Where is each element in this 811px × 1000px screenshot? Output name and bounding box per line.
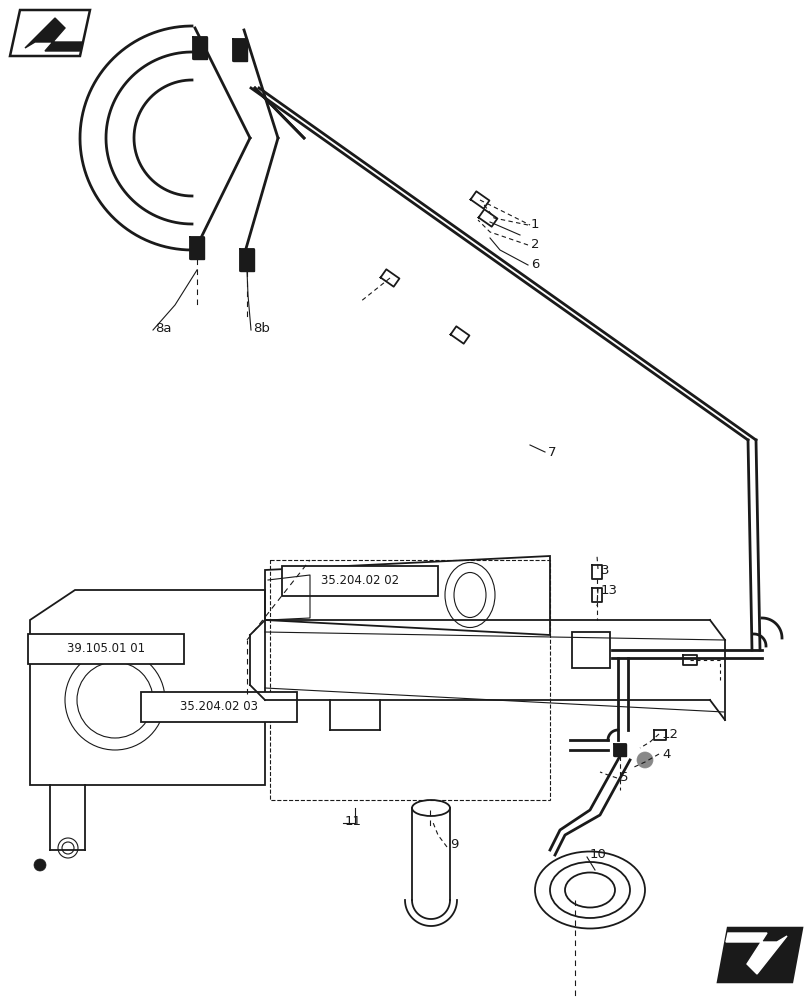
Text: 35.204.02 02: 35.204.02 02 xyxy=(320,574,398,587)
FancyBboxPatch shape xyxy=(141,692,297,722)
Text: 8b: 8b xyxy=(253,322,269,334)
FancyBboxPatch shape xyxy=(28,634,184,664)
Polygon shape xyxy=(233,39,247,61)
Text: 9: 9 xyxy=(449,838,458,851)
FancyBboxPatch shape xyxy=(281,566,437,596)
Text: 6: 6 xyxy=(530,258,539,271)
Text: 4: 4 xyxy=(661,748,670,762)
Circle shape xyxy=(34,859,46,871)
Text: 12: 12 xyxy=(661,728,678,742)
Text: 3: 3 xyxy=(600,564,609,576)
Text: 7: 7 xyxy=(547,446,556,458)
Polygon shape xyxy=(190,237,204,259)
Polygon shape xyxy=(725,933,786,974)
Polygon shape xyxy=(25,18,82,51)
Text: 5: 5 xyxy=(620,771,628,784)
Text: 13: 13 xyxy=(600,584,617,596)
Text: 8a: 8a xyxy=(155,322,171,334)
Text: 2: 2 xyxy=(530,238,539,251)
Polygon shape xyxy=(613,744,625,756)
Text: 35.204.02 03: 35.204.02 03 xyxy=(180,700,258,714)
Text: 39.105.01 01: 39.105.01 01 xyxy=(67,643,145,656)
Circle shape xyxy=(636,752,652,768)
Text: 1: 1 xyxy=(530,219,539,232)
Polygon shape xyxy=(10,10,90,56)
Polygon shape xyxy=(717,928,801,982)
Polygon shape xyxy=(240,249,254,271)
Text: 10: 10 xyxy=(590,848,606,861)
Text: 11: 11 xyxy=(345,815,362,828)
Polygon shape xyxy=(193,37,207,59)
